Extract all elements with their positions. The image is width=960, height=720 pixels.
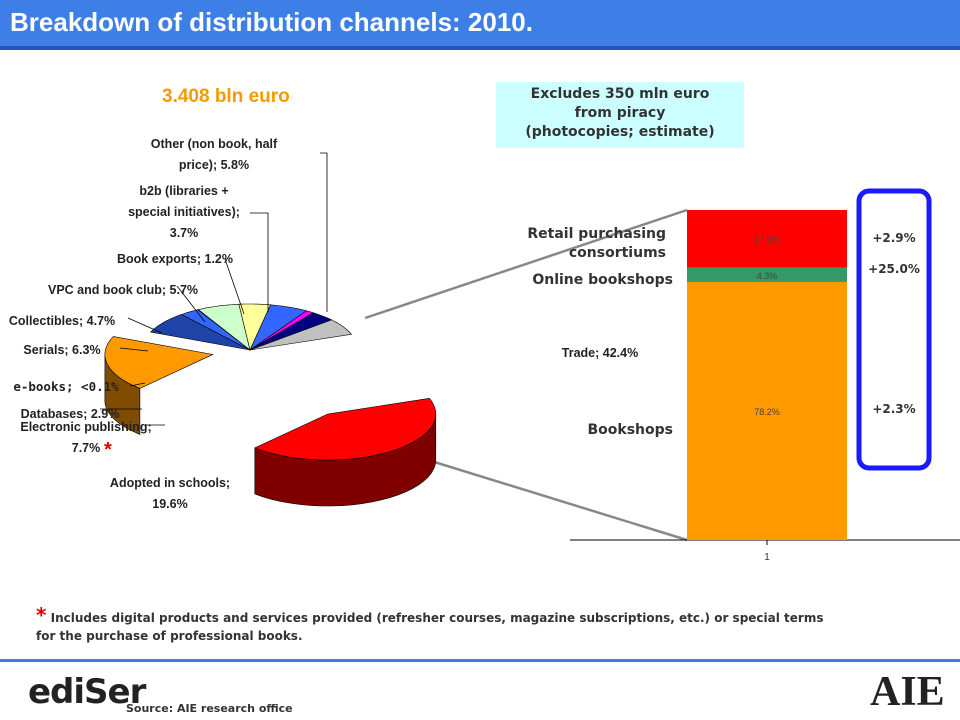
footnote-text: Includes digital products and services p… (36, 611, 824, 643)
pie-slice (197, 303, 251, 351)
page-title: Breakdown of distribution channels: 2010… (10, 7, 533, 37)
bar-segment (687, 210, 847, 268)
bar-value-label: 17.5% (754, 235, 780, 245)
pie-label: Serials; 6.3% (23, 343, 100, 357)
bar-series-label: Retail purchasing (527, 226, 666, 242)
note-line: Excludes 350 mln euro (530, 86, 710, 102)
bar-value-label: 78.2% (754, 407, 780, 417)
x-tick-label: 1 (764, 552, 770, 563)
leader-line (119, 347, 149, 352)
bar-segment (687, 281, 847, 540)
growth-value: +2.9% (872, 231, 915, 245)
pie-label: Adopted in schools; (110, 476, 230, 490)
leader-line (250, 212, 269, 312)
pie-label: Collectibles; 4.7% (9, 314, 115, 328)
pie-slice (180, 309, 251, 351)
connector-line (414, 454, 688, 542)
pie-label: e-books; <0.1% (13, 379, 119, 394)
pie-slice (149, 314, 251, 351)
note-line: (photocopies; estimate) (525, 124, 715, 140)
footer-rule (0, 659, 960, 662)
bar-value-label: 4.3% (757, 271, 778, 281)
leader-line (127, 317, 163, 334)
pie-label: Book exports; 1.2% (117, 252, 233, 266)
distribution-chart: Other (non book, half price); 5.8% b2b (li… (9, 137, 960, 563)
pie-label: special initiatives); (128, 205, 240, 219)
pie-label: Other (non book, half (151, 137, 278, 151)
growth-value: +25.0% (868, 262, 920, 276)
pie-label: Trade; 42.4% (562, 346, 638, 360)
title-bar: Breakdown of distribution channels: 2010… (0, 0, 960, 50)
pie-slice (249, 312, 333, 351)
pie-label: 19.6% (152, 497, 187, 511)
pie-slice (254, 397, 437, 461)
leader-line (176, 285, 206, 323)
leader-line (129, 382, 146, 387)
footnote-asterisk: * (36, 603, 47, 627)
pie-label: 7.7% (72, 441, 101, 455)
connector-line (364, 208, 688, 320)
pie-slice (249, 319, 353, 351)
leader-line (320, 152, 328, 312)
source-text: Source: AIE research office (126, 702, 293, 715)
growth-value: +2.3% (872, 402, 915, 416)
pie-label: Electronic publishing; (20, 420, 151, 434)
growth-box (856, 188, 932, 471)
bar-segment (687, 267, 847, 282)
bar-series-label: Bookshops (588, 422, 674, 438)
pie-label: 3.7% (170, 226, 199, 240)
ediser-logo: ediSer (28, 672, 146, 712)
footnote: * Includes digital products and services… (36, 603, 826, 645)
piracy-note: Excludes 350 mln euro from piracy (photo… (496, 82, 744, 148)
bar-series-label: Online bookshops (532, 272, 673, 288)
title-underline (0, 46, 960, 50)
note-line: from piracy (574, 105, 666, 121)
pie-label: b2b (libraries + (139, 184, 228, 198)
pie-label: Databases; 2.9% (21, 407, 120, 421)
asterisk-marker: * (104, 439, 112, 461)
aie-logo: AIE (870, 669, 945, 715)
pie-label: VPC and book club; 5.7% (48, 283, 198, 297)
pie-label: price); 5.8% (179, 158, 249, 172)
total-value: 3.408 bln euro (162, 86, 290, 107)
bar-series-label: consortiums (569, 245, 666, 261)
leader-line (224, 258, 245, 315)
pie-slice (249, 304, 308, 351)
